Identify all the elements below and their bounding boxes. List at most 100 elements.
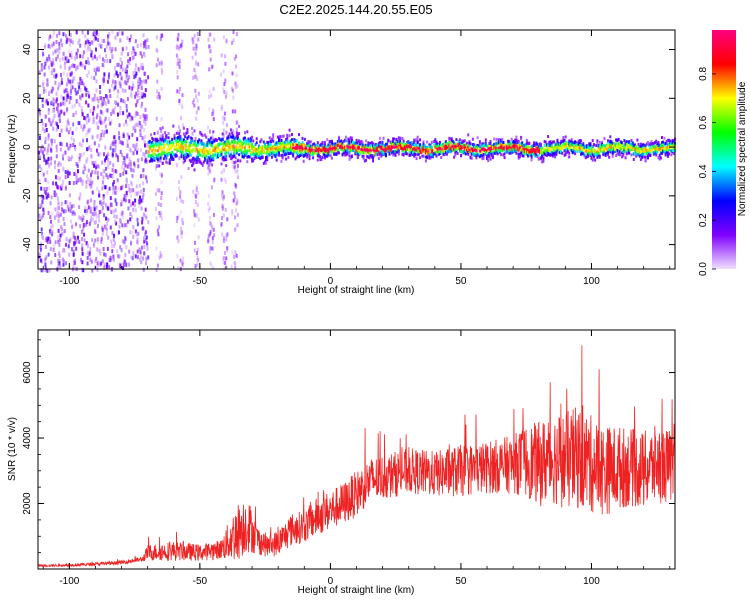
spectrogram-cell	[82, 151, 85, 156]
spectrogram-cell	[48, 54, 50, 59]
spectrogram-cell	[535, 147, 538, 151]
spectrogram-cell	[166, 148, 169, 152]
spectrogram-cell	[333, 143, 336, 147]
spectrogram-cell	[68, 206, 71, 211]
spectrogram-cell	[672, 142, 675, 146]
spectrogram-cell	[585, 151, 588, 155]
spectrogram-cell	[444, 146, 447, 150]
spectrogram-cell	[130, 255, 133, 260]
spectrogram-cell	[251, 146, 253, 150]
spectrogram-cell	[232, 30, 235, 34]
spectrogram-cell	[641, 150, 644, 154]
spectrogram-cell	[76, 48, 79, 53]
spectrogram-cell	[186, 131, 189, 134]
spectrogram-cell	[629, 146, 632, 150]
spectrogram-cell	[201, 142, 204, 146]
spectrogram-cell	[296, 143, 299, 147]
spectrogram-cell	[43, 87, 45, 92]
spectrogram-cell	[154, 207, 157, 212]
spectrogram-cell	[208, 168, 211, 173]
spectrogram-cell	[466, 148, 468, 152]
spectrogram-cell	[511, 149, 514, 153]
spectrogram-cell	[112, 209, 115, 214]
spectrogram-cell	[335, 144, 338, 148]
spectrogram-cell	[178, 132, 181, 136]
spectrogram-cell	[207, 165, 210, 170]
spectrogram-cell	[362, 145, 365, 149]
spectrogram-cell	[322, 152, 325, 156]
spectrogram-cell	[291, 143, 293, 147]
spectrogram-cell	[550, 144, 553, 148]
spectrogram-cell	[119, 110, 122, 115]
spectrogram-cell	[102, 194, 105, 199]
spectrogram-cell	[150, 154, 152, 158]
spectrogram-cell	[160, 117, 163, 122]
spectrogram-cell	[355, 145, 358, 149]
spectrogram-cell	[105, 166, 107, 171]
spectrogram-cell	[294, 145, 297, 149]
spectrogram-cell	[76, 54, 78, 59]
spectrogram-cell	[271, 152, 273, 156]
spectrogram-cell	[50, 260, 53, 265]
spectrogram-cell	[655, 139, 658, 143]
spectrogram-cell	[603, 151, 606, 154]
spectrogram-cell	[134, 146, 137, 150]
spectrogram-cell	[500, 146, 503, 149]
spectrogram-cell	[138, 204, 141, 208]
spectrogram-cell	[211, 163, 214, 167]
spectrogram-cell	[97, 260, 100, 265]
spectrogram-cell	[509, 151, 512, 155]
spectrogram-cell	[95, 47, 97, 52]
spectrogram-cell	[383, 148, 386, 152]
spectrogram-cell	[489, 142, 492, 146]
spectrogram-cell	[404, 147, 407, 151]
spectrogram-cell	[40, 67, 43, 72]
spectrogram-cell	[665, 148, 668, 152]
spectrogram-cell	[168, 140, 171, 144]
spectrogram-cell	[255, 148, 258, 151]
spectrogram-cell	[329, 147, 332, 151]
spectrogram-cell	[272, 150, 275, 154]
spectrogram-cell	[545, 143, 548, 147]
spectrogram-cell	[65, 127, 68, 132]
spectrogram-cell	[345, 150, 347, 154]
spectrogram-cell	[555, 150, 558, 154]
spectrogram-cell	[332, 142, 335, 146]
spectrogram-cell	[96, 67, 99, 72]
spectrogram-cell	[89, 109, 92, 114]
spectrogram-cell	[464, 143, 467, 147]
spectrogram-cell	[196, 32, 199, 36]
spectrogram-cell	[241, 155, 244, 159]
spectrogram-cell	[170, 141, 172, 144]
spectrogram-cell	[601, 147, 604, 151]
spectrogram-cell	[353, 141, 356, 145]
spectrogram-cell	[555, 146, 558, 149]
spectrogram-cell	[129, 193, 132, 198]
spectrogram-cell	[176, 57, 179, 62]
spectrogram-cell	[219, 151, 222, 155]
spectrogram-cell	[143, 140, 146, 145]
spectrogram-cell	[220, 138, 223, 142]
spectrogram-cell	[193, 46, 195, 51]
spectrogram-cell	[197, 235, 200, 240]
spectrogram-cell	[226, 217, 229, 222]
spectrogram-cell	[75, 239, 78, 244]
spectrogram-cell	[111, 231, 114, 236]
spectrogram-cell	[608, 148, 611, 152]
spectrogram-cell	[604, 144, 607, 148]
spectrogram-cell	[150, 145, 152, 149]
spectrogram-cell	[95, 211, 97, 216]
spectrogram-cell	[171, 144, 174, 148]
spectrogram-cell	[179, 143, 182, 147]
spectrogram-cell	[272, 135, 275, 139]
spectrogram-cell	[130, 93, 133, 98]
spectrogram-cell	[295, 155, 298, 159]
spectrogram-cell	[101, 186, 104, 191]
spectrogram-cell	[93, 93, 96, 98]
spectrogram-cell	[51, 139, 53, 144]
spectrogram-cell	[393, 137, 396, 141]
spectrogram-cell	[241, 142, 244, 146]
spectrogram-cell	[69, 143, 72, 148]
spectrogram-cell	[381, 140, 384, 144]
spectrogram-cell	[179, 194, 182, 199]
